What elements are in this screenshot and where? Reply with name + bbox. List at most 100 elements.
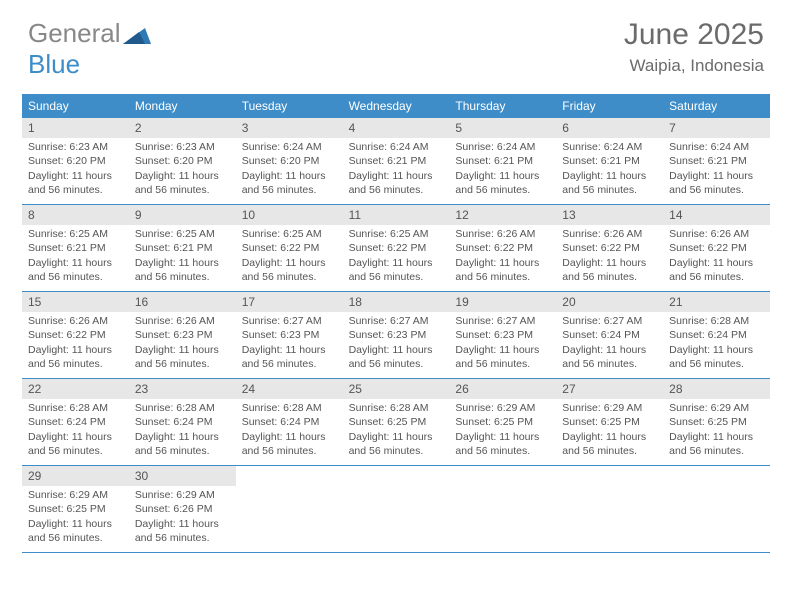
sunrise-text: Sunrise: 6:27 AM bbox=[242, 314, 337, 328]
week-row: 29Sunrise: 6:29 AMSunset: 6:25 PMDayligh… bbox=[22, 466, 770, 553]
day-body: Sunrise: 6:25 AMSunset: 6:22 PMDaylight:… bbox=[236, 225, 343, 290]
day-body: Sunrise: 6:24 AMSunset: 6:20 PMDaylight:… bbox=[236, 138, 343, 203]
daylight-line2: and 56 minutes. bbox=[349, 444, 444, 458]
daylight-line2: and 56 minutes. bbox=[562, 183, 657, 197]
day-body: Sunrise: 6:29 AMSunset: 6:25 PMDaylight:… bbox=[556, 399, 663, 464]
day-cell: 22Sunrise: 6:28 AMSunset: 6:24 PMDayligh… bbox=[22, 379, 129, 465]
day-cell: 25Sunrise: 6:28 AMSunset: 6:25 PMDayligh… bbox=[343, 379, 450, 465]
sunrise-text: Sunrise: 6:24 AM bbox=[242, 140, 337, 154]
day-number: 12 bbox=[449, 205, 556, 225]
daylight-line2: and 56 minutes. bbox=[455, 183, 550, 197]
day-body: Sunrise: 6:27 AMSunset: 6:23 PMDaylight:… bbox=[236, 312, 343, 377]
sunset-text: Sunset: 6:22 PM bbox=[242, 241, 337, 255]
day-cell: 11Sunrise: 6:25 AMSunset: 6:22 PMDayligh… bbox=[343, 205, 450, 291]
daylight-line1: Daylight: 11 hours bbox=[562, 256, 657, 270]
sunset-text: Sunset: 6:23 PM bbox=[242, 328, 337, 342]
day-cell: 10Sunrise: 6:25 AMSunset: 6:22 PMDayligh… bbox=[236, 205, 343, 291]
sunrise-text: Sunrise: 6:24 AM bbox=[562, 140, 657, 154]
day-cell: 3Sunrise: 6:24 AMSunset: 6:20 PMDaylight… bbox=[236, 118, 343, 204]
sunrise-text: Sunrise: 6:26 AM bbox=[562, 227, 657, 241]
day-number: 5 bbox=[449, 118, 556, 138]
daylight-line1: Daylight: 11 hours bbox=[349, 256, 444, 270]
sunrise-text: Sunrise: 6:25 AM bbox=[242, 227, 337, 241]
daylight-line1: Daylight: 11 hours bbox=[349, 343, 444, 357]
day-body: Sunrise: 6:26 AMSunset: 6:22 PMDaylight:… bbox=[22, 312, 129, 377]
day-body: Sunrise: 6:27 AMSunset: 6:23 PMDaylight:… bbox=[343, 312, 450, 377]
title-block: June 2025 Waipia, Indonesia bbox=[624, 18, 764, 76]
daylight-line2: and 56 minutes. bbox=[28, 357, 123, 371]
day-body: Sunrise: 6:25 AMSunset: 6:22 PMDaylight:… bbox=[343, 225, 450, 290]
sunset-text: Sunset: 6:20 PM bbox=[135, 154, 230, 168]
sunset-text: Sunset: 6:21 PM bbox=[28, 241, 123, 255]
day-body: Sunrise: 6:28 AMSunset: 6:24 PMDaylight:… bbox=[22, 399, 129, 464]
sunrise-text: Sunrise: 6:26 AM bbox=[28, 314, 123, 328]
daylight-line1: Daylight: 11 hours bbox=[669, 430, 764, 444]
day-number: 2 bbox=[129, 118, 236, 138]
day-body: Sunrise: 6:24 AMSunset: 6:21 PMDaylight:… bbox=[449, 138, 556, 203]
sunrise-text: Sunrise: 6:28 AM bbox=[28, 401, 123, 415]
day-cell: 15Sunrise: 6:26 AMSunset: 6:22 PMDayligh… bbox=[22, 292, 129, 378]
daylight-line2: and 56 minutes. bbox=[28, 183, 123, 197]
daylight-line1: Daylight: 11 hours bbox=[242, 169, 337, 183]
daylight-line2: and 56 minutes. bbox=[135, 183, 230, 197]
daylight-line1: Daylight: 11 hours bbox=[455, 343, 550, 357]
sunset-text: Sunset: 6:24 PM bbox=[242, 415, 337, 429]
daylight-line1: Daylight: 11 hours bbox=[135, 169, 230, 183]
daylight-line2: and 56 minutes. bbox=[28, 270, 123, 284]
day-body: Sunrise: 6:29 AMSunset: 6:25 PMDaylight:… bbox=[663, 399, 770, 464]
day-cell: 7Sunrise: 6:24 AMSunset: 6:21 PMDaylight… bbox=[663, 118, 770, 204]
daylight-line1: Daylight: 11 hours bbox=[28, 517, 123, 531]
sunset-text: Sunset: 6:21 PM bbox=[669, 154, 764, 168]
daylight-line2: and 56 minutes. bbox=[669, 270, 764, 284]
day-cell: 23Sunrise: 6:28 AMSunset: 6:24 PMDayligh… bbox=[129, 379, 236, 465]
sunrise-text: Sunrise: 6:25 AM bbox=[28, 227, 123, 241]
dayname-monday: Monday bbox=[129, 94, 236, 118]
sunrise-text: Sunrise: 6:24 AM bbox=[455, 140, 550, 154]
sunrise-text: Sunrise: 6:28 AM bbox=[349, 401, 444, 415]
daylight-line1: Daylight: 11 hours bbox=[28, 343, 123, 357]
day-body: Sunrise: 6:28 AMSunset: 6:24 PMDaylight:… bbox=[236, 399, 343, 464]
daylight-line2: and 56 minutes. bbox=[562, 444, 657, 458]
day-body: Sunrise: 6:29 AMSunset: 6:25 PMDaylight:… bbox=[22, 486, 129, 551]
day-cell: 14Sunrise: 6:26 AMSunset: 6:22 PMDayligh… bbox=[663, 205, 770, 291]
sunset-text: Sunset: 6:22 PM bbox=[28, 328, 123, 342]
day-body: Sunrise: 6:23 AMSunset: 6:20 PMDaylight:… bbox=[129, 138, 236, 203]
day-number: 26 bbox=[449, 379, 556, 399]
daylight-line2: and 56 minutes. bbox=[242, 444, 337, 458]
weeks-container: 1Sunrise: 6:23 AMSunset: 6:20 PMDaylight… bbox=[22, 118, 770, 553]
day-number: 19 bbox=[449, 292, 556, 312]
sunrise-text: Sunrise: 6:23 AM bbox=[135, 140, 230, 154]
sunset-text: Sunset: 6:21 PM bbox=[135, 241, 230, 255]
daylight-line1: Daylight: 11 hours bbox=[135, 256, 230, 270]
sunrise-text: Sunrise: 6:29 AM bbox=[562, 401, 657, 415]
day-number: 4 bbox=[343, 118, 450, 138]
day-cell: 28Sunrise: 6:29 AMSunset: 6:25 PMDayligh… bbox=[663, 379, 770, 465]
day-body: Sunrise: 6:29 AMSunset: 6:26 PMDaylight:… bbox=[129, 486, 236, 551]
day-body: Sunrise: 6:28 AMSunset: 6:24 PMDaylight:… bbox=[129, 399, 236, 464]
day-number: 17 bbox=[236, 292, 343, 312]
sunset-text: Sunset: 6:20 PM bbox=[28, 154, 123, 168]
dayname-wednesday: Wednesday bbox=[343, 94, 450, 118]
day-cell: 8Sunrise: 6:25 AMSunset: 6:21 PMDaylight… bbox=[22, 205, 129, 291]
daylight-line2: and 56 minutes. bbox=[349, 270, 444, 284]
day-body: Sunrise: 6:25 AMSunset: 6:21 PMDaylight:… bbox=[22, 225, 129, 290]
dayname-friday: Friday bbox=[556, 94, 663, 118]
logo-word-general: General bbox=[28, 18, 121, 48]
logo-word-blue: Blue bbox=[28, 49, 80, 79]
day-body: Sunrise: 6:24 AMSunset: 6:21 PMDaylight:… bbox=[663, 138, 770, 203]
daylight-line1: Daylight: 11 hours bbox=[669, 169, 764, 183]
sunrise-text: Sunrise: 6:25 AM bbox=[349, 227, 444, 241]
sunrise-text: Sunrise: 6:27 AM bbox=[455, 314, 550, 328]
daylight-line1: Daylight: 11 hours bbox=[669, 256, 764, 270]
day-cell: 5Sunrise: 6:24 AMSunset: 6:21 PMDaylight… bbox=[449, 118, 556, 204]
sunset-text: Sunset: 6:22 PM bbox=[455, 241, 550, 255]
month-title: June 2025 bbox=[624, 18, 764, 52]
week-row: 1Sunrise: 6:23 AMSunset: 6:20 PMDaylight… bbox=[22, 118, 770, 205]
sunset-text: Sunset: 6:20 PM bbox=[242, 154, 337, 168]
daylight-line1: Daylight: 11 hours bbox=[562, 343, 657, 357]
dayname-tuesday: Tuesday bbox=[236, 94, 343, 118]
day-number: 1 bbox=[22, 118, 129, 138]
week-row: 15Sunrise: 6:26 AMSunset: 6:22 PMDayligh… bbox=[22, 292, 770, 379]
empty-cell bbox=[236, 466, 343, 552]
day-number: 25 bbox=[343, 379, 450, 399]
